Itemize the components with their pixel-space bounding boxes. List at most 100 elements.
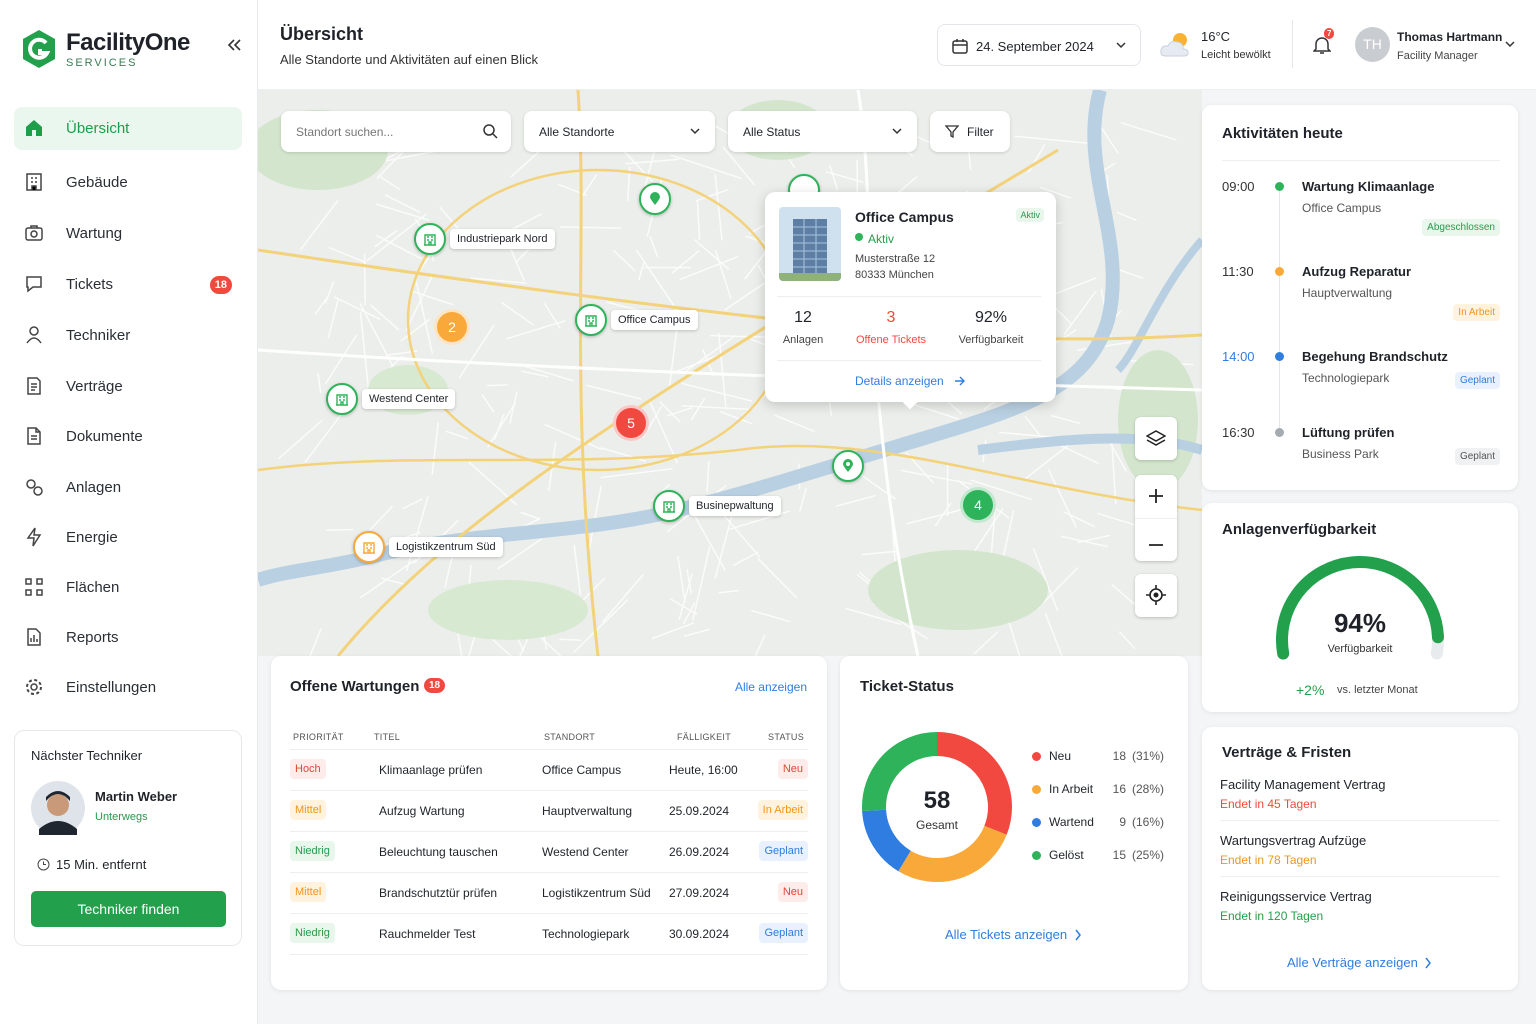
divider [1222, 160, 1500, 161]
site-marker[interactable] [575, 304, 607, 336]
divider [777, 296, 1041, 297]
nav-item[interactable]: Dokumente [14, 415, 242, 458]
street [828, 164, 839, 191]
cluster[interactable]: 4 [960, 487, 996, 523]
technician-heading: Nächster Techniker [31, 748, 143, 763]
collapse-button[interactable] [227, 38, 241, 52]
street [509, 391, 518, 424]
search-icon [483, 124, 498, 139]
nav-item[interactable]: Anlagen [14, 466, 242, 509]
status: Neu [777, 882, 808, 902]
street [405, 274, 434, 332]
decoration [36, 589, 43, 596]
availability-change: +2% [1296, 682, 1325, 698]
decoration [46, 791, 70, 801]
map-pin[interactable] [639, 183, 671, 215]
status-filter[interactable]: Alle Status [728, 111, 917, 152]
chevron [1116, 42, 1126, 49]
timeline-dot [1275, 182, 1284, 191]
street [380, 176, 401, 191]
decoration [953, 39, 967, 46]
all-tickets-link[interactable]: Alle Tickets anzeigen [945, 927, 1068, 942]
map[interactable]: Standort suchen... Alle Standorte Alle S… [258, 90, 1202, 656]
decoration [27, 628, 41, 646]
cluster[interactable]: 2 [434, 309, 470, 345]
street [359, 311, 370, 391]
brand-sub: SERVICES [66, 57, 138, 69]
street [299, 199, 339, 250]
nav-label: Verträge [66, 378, 123, 395]
decoration [39, 821, 77, 835]
site-marker[interactable] [353, 531, 385, 563]
activity-time: 09:00 [1222, 179, 1255, 194]
street [509, 247, 525, 281]
street [696, 201, 701, 240]
nav-item[interactable]: Techniker [14, 314, 242, 357]
all-contracts-link[interactable]: Alle Verträge anzeigen [1287, 955, 1418, 970]
street [1115, 267, 1144, 279]
legend-share: (28%) [1131, 782, 1164, 796]
street [671, 250, 700, 274]
title: Beleuchtung tauschen [379, 845, 498, 859]
details-link[interactable]: Details anzeigen [855, 374, 944, 388]
street [405, 496, 429, 572]
page-title: Übersicht [280, 24, 364, 44]
search-box[interactable]: Standort suchen... [281, 111, 511, 152]
stat-value: 92% [974, 309, 1008, 326]
street [861, 550, 897, 556]
priority: Niedrig [290, 841, 335, 861]
nav-item[interactable]: Gebäude [14, 161, 242, 204]
site-marker[interactable] [326, 383, 358, 415]
site-popup: Office Campus Aktiv Aktiv Musterstraße 1… [765, 192, 1056, 410]
nav-item[interactable]: Verträge [14, 365, 242, 408]
due-date: Heute, 16:00 [669, 763, 738, 777]
filter-button[interactable]: Filter [930, 111, 1010, 152]
street [445, 430, 469, 440]
bell-icon[interactable] [1313, 35, 1331, 55]
street [845, 607, 902, 626]
site-marker[interactable] [653, 490, 685, 522]
decoration [793, 219, 827, 277]
site-marker[interactable] [414, 223, 446, 255]
decoration [955, 376, 965, 386]
locate-icon [1146, 585, 1166, 605]
nav-item[interactable]: Wartung [14, 212, 242, 255]
street [1014, 135, 1091, 145]
nav-item[interactable]: Flächen [14, 566, 242, 609]
find-technician-button[interactable]: Techniker finden [31, 891, 226, 927]
street [317, 373, 322, 394]
gauge [1276, 556, 1444, 660]
nav-label: Gebäude [66, 174, 128, 191]
date-picker[interactable]: 24. September 2024 [937, 24, 1141, 66]
cluster[interactable]: 5 [613, 405, 649, 441]
map-pin[interactable] [832, 450, 864, 482]
due-date: 30.09.2024 [669, 927, 730, 941]
activity-location: Hauptverwaltung [1302, 286, 1393, 300]
layers-button[interactable] [1135, 417, 1177, 460]
show-all-link[interactable]: Alle anzeigen [734, 680, 807, 694]
building-icon [663, 501, 675, 513]
nav-item[interactable]: Energie [14, 516, 242, 559]
street [333, 296, 381, 321]
street [706, 461, 710, 493]
street [732, 551, 759, 567]
nav-item[interactable]: Reports [14, 616, 242, 659]
user-menu-chevron[interactable] [1505, 41, 1515, 49]
nav-item[interactable]: Tickets 18 [14, 263, 242, 306]
street [678, 573, 693, 621]
timeline-dot [1275, 428, 1284, 437]
pin-icon [843, 459, 853, 472]
decoration [258, 444, 1202, 512]
nav-item[interactable]: Übersicht [14, 107, 242, 150]
location-filter[interactable]: Alle Standorte [524, 111, 715, 152]
zoom-control[interactable] [1135, 475, 1177, 561]
decoration [1313, 37, 1331, 54]
street [714, 174, 723, 241]
locate-button[interactable] [1135, 574, 1177, 617]
contract-name: Reinigungsservice Vertrag [1220, 889, 1372, 904]
nav-item[interactable]: Einstellungen [14, 666, 242, 709]
column-header: STANDORT [544, 732, 596, 742]
filter-icon [945, 125, 959, 138]
activity-title: Lüftung prüfen [1302, 425, 1395, 440]
